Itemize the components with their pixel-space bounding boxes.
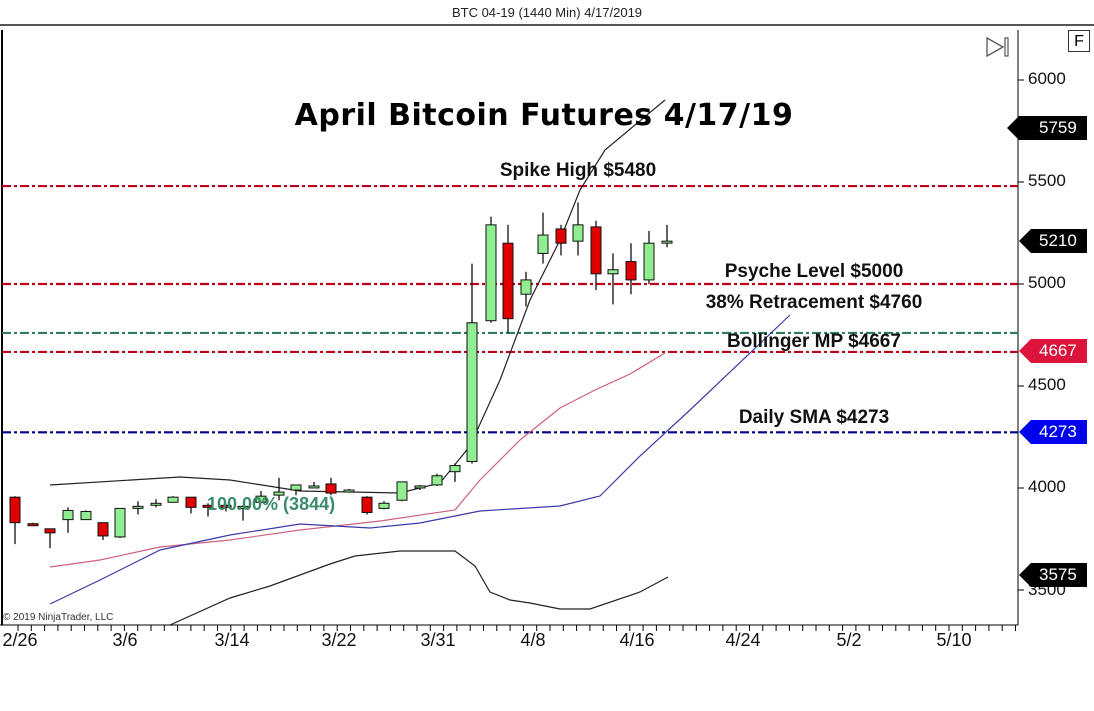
down-candle [185, 496, 197, 508]
up-candle [308, 485, 320, 489]
price-tag-lower-band: 3575 [1019, 563, 1087, 587]
candlesticks [9, 202, 673, 549]
down-candle [590, 226, 602, 275]
copyright-text: © 2019 NinjaTrader, LLC [3, 612, 114, 623]
up-candle [80, 510, 92, 521]
up-candle [114, 507, 126, 538]
daily-sma-label: Daily SMA $4273 [738, 407, 890, 428]
retracement-label: 38% Retracement $4760 [705, 292, 923, 313]
down-candle [9, 496, 21, 524]
x-tick-3-6: 3/6 [112, 630, 138, 650]
up-candle [537, 234, 549, 254]
y-axis-ticks [1018, 79, 1024, 591]
x-tick-3-31: 3/31 [420, 630, 456, 650]
y-tick-5500: 5500 [1028, 171, 1066, 190]
down-candle [361, 496, 373, 513]
up-candle [150, 502, 162, 506]
price-tag-bollinger-mid: 4667 [1019, 339, 1087, 363]
x-tick-4-16: 4/16 [619, 630, 655, 650]
x-tick-3-14: 3/14 [214, 630, 250, 650]
x-tick-2-26: 2/26 [2, 630, 38, 650]
bollinger-mp-label: Bollinger MP $4667 [727, 331, 901, 352]
price-tag-last: 5210 [1019, 229, 1087, 253]
indicator-line [49, 352, 666, 568]
tag-arrow-icon [1007, 116, 1019, 140]
down-candle [555, 228, 567, 244]
up-candle [572, 224, 584, 242]
up-candle [237, 505, 249, 509]
down-candle [325, 483, 337, 494]
indicator-line [169, 550, 669, 626]
x-tick-3-22: 3/22 [321, 630, 357, 650]
x-axis-ticks [17, 625, 1016, 631]
up-candle [485, 224, 497, 322]
up-candle [132, 505, 144, 509]
fibonacci-label: 100.00% (3844) [207, 494, 336, 514]
up-candle [661, 240, 673, 244]
up-candle [396, 481, 408, 501]
up-candle [290, 484, 302, 491]
price-tag-value: 4667 [1039, 341, 1077, 360]
tag-arrow-icon [1019, 339, 1031, 363]
tag-arrow-icon [1019, 420, 1031, 444]
up-candle [62, 509, 74, 521]
chart-window-title: BTC 04-19 (1440 Min) 4/17/2019 [0, 0, 1094, 26]
up-candle [520, 279, 532, 295]
up-candle [273, 491, 285, 496]
down-candle [44, 528, 56, 534]
x-tick-4-8: 4/8 [520, 630, 546, 650]
x-tick-5-10: 5/10 [936, 630, 972, 650]
down-candle [220, 504, 232, 508]
tag-arrow-icon [1019, 229, 1031, 253]
up-candle [431, 475, 443, 486]
price-tag-value: 5210 [1039, 231, 1077, 250]
up-candle [607, 269, 619, 275]
psyche-level-label: Psyche Level $5000 [724, 261, 904, 282]
spike-high-label: Spike High $5480 [499, 160, 657, 181]
price-tag-value: 5759 [1039, 118, 1077, 137]
skip-to-end-icon [986, 36, 1009, 58]
up-candle [167, 496, 179, 503]
price-tag-value: 3575 [1039, 565, 1077, 584]
down-candle [202, 504, 214, 508]
down-candle [27, 523, 39, 527]
price-tag-upper-band: 5759 [1007, 116, 1087, 140]
indicator-lines [49, 99, 791, 626]
tag-arrow-icon [1019, 563, 1031, 587]
chart-headline: April Bitcoin Futures 4/17/19 [294, 98, 794, 133]
down-candle [502, 242, 514, 320]
down-candle [97, 522, 109, 537]
y-tick-4500: 4500 [1028, 375, 1066, 394]
up-candle [378, 502, 390, 509]
price-tag-value: 4273 [1039, 422, 1077, 441]
up-candle [414, 485, 426, 489]
scroll-to-end-button[interactable] [985, 36, 1011, 58]
indicator-line [49, 314, 791, 605]
y-tick-5000: 5000 [1028, 273, 1066, 292]
up-candle [343, 489, 355, 493]
down-candle [625, 261, 637, 281]
y-tick-4000: 4000 [1028, 477, 1066, 496]
x-tick-4-24: 4/24 [725, 630, 761, 650]
up-candle [643, 242, 655, 281]
f-button[interactable]: F [1068, 30, 1090, 52]
up-candle [255, 495, 267, 503]
up-candle [466, 322, 478, 462]
x-tick-5-2: 5/2 [836, 630, 862, 650]
y-tick-6000: 6000 [1028, 69, 1066, 88]
up-candle [449, 465, 461, 473]
price-chart[interactable] [0, 26, 1094, 711]
price-tag-sma: 4273 [1019, 420, 1087, 444]
indicator-line [49, 99, 666, 494]
